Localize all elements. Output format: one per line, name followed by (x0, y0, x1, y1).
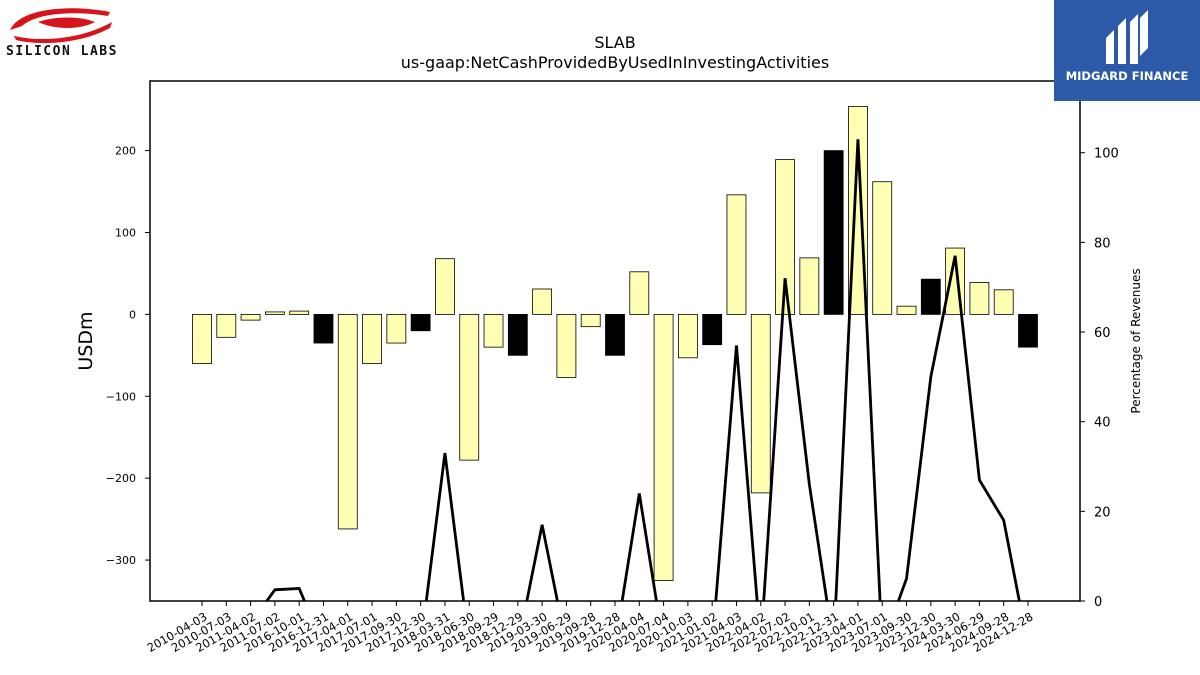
bar-2017-04-01 (337, 313, 358, 530)
y2-tick-label: 80 (1094, 236, 1111, 251)
bar-2020-04-04 (629, 271, 650, 315)
bar-2021-01-02 (702, 313, 723, 346)
midgard-finance-wordmark: MIDGARD FINANCE (1065, 69, 1189, 83)
bar-2010-07-03 (216, 313, 237, 338)
bar-2019-06-29 (556, 313, 577, 378)
bar-2022-12-31 (823, 150, 844, 315)
y-axis-label: USDm (75, 311, 97, 370)
silicon-labs-swoosh-icon (10, 8, 112, 44)
bar-2017-09-30 (386, 313, 407, 344)
bar-2023-07-01 (872, 181, 893, 315)
bar-2017-12-30 (410, 313, 431, 332)
chart-title: SLAB (594, 33, 635, 52)
bar-2016-12-31 (313, 313, 334, 344)
midgard-finance-logo: MIDGARD FINANCE (1054, 0, 1200, 101)
y-tick-label: −300 (106, 554, 136, 567)
midgard-logo-mark-icon (1106, 10, 1148, 64)
right-axis: 0 20 40 60 80 100 (1080, 147, 1119, 610)
silicon-labs-logo: SILICON LABS (0, 0, 130, 68)
left-axis: −300 −200 −100 0 100 200 (106, 145, 150, 567)
bar-2010-04-03 (192, 313, 212, 364)
percentage-line (265, 139, 1021, 601)
y-tick-label: 200 (115, 145, 136, 158)
bar-2023-09-30 (896, 305, 917, 315)
bar-2022-04-02 (750, 313, 771, 494)
bar-2018-12-29 (507, 313, 528, 356)
bar-2023-12-30 (920, 278, 941, 315)
line-group (265, 139, 1021, 601)
chart-subtitle: us-gaap:NetCashProvidedByUsedInInvesting… (401, 53, 829, 72)
y-tick-label: −200 (106, 472, 136, 485)
bar-2018-09-29 (483, 313, 504, 348)
y2-tick-label: 20 (1094, 505, 1111, 520)
y2-tick-label: 0 (1094, 595, 1102, 610)
bar-2011-07-02 (264, 311, 285, 315)
bar-2024-12-28 (1018, 313, 1038, 348)
bar-2024-06-29 (969, 282, 990, 315)
bar-2019-12-28 (605, 313, 625, 356)
bar-2016-10-01 (289, 310, 310, 315)
y2-tick-label: 60 (1094, 326, 1111, 341)
bar-2022-10-01 (799, 257, 820, 315)
y-tick-label: 0 (129, 308, 136, 321)
x-axis: 2010-04-032010-07-032011-04-022011-07-02… (145, 601, 1036, 655)
y-tick-label: 100 (115, 226, 136, 239)
bar-2020-07-04 (653, 313, 674, 581)
bar-2018-03-31 (435, 258, 455, 315)
bars-group (192, 105, 1038, 581)
bar-2019-03-30 (532, 288, 553, 315)
bar-2017-07-01 (362, 313, 382, 364)
silicon-labs-wordmark: SILICON LABS (6, 44, 118, 59)
y2-axis-label: Percentage of Revenues (1129, 268, 1143, 413)
bar-2018-06-30 (459, 313, 480, 461)
y2-tick-label: 40 (1094, 416, 1111, 431)
bar-2011-04-02 (240, 313, 261, 321)
y-tick-label: −100 (106, 390, 136, 403)
bar-2022-07-02 (775, 159, 795, 315)
y2-tick-label: 100 (1094, 147, 1119, 162)
bar-2021-04-03 (726, 194, 747, 315)
bar-2024-09-28 (993, 289, 1014, 315)
bar-2020-10-03 (677, 313, 698, 359)
bar-2019-09-28 (580, 313, 601, 328)
